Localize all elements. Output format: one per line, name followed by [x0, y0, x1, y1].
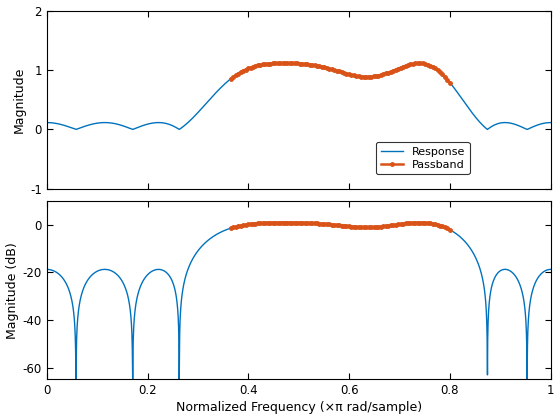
Response — [380, 224, 386, 229]
Response — [73, 127, 80, 132]
Passband — [416, 220, 422, 225]
X-axis label: Normalized Frequency (×π rad/sample): Normalized Frequency (×π rad/sample) — [176, 402, 422, 415]
Response — [380, 72, 386, 77]
Response — [416, 60, 422, 66]
Response — [534, 123, 541, 128]
Passband — [424, 220, 431, 226]
Passband — [446, 227, 453, 232]
Response — [534, 276, 541, 281]
Response — [516, 280, 522, 285]
Response — [516, 123, 522, 129]
Passband — [249, 65, 255, 70]
Passband — [227, 226, 234, 231]
Legend: Response, Passband: Response, Passband — [376, 142, 469, 174]
Passband — [377, 73, 384, 78]
Passband — [288, 220, 295, 225]
Passband — [416, 60, 422, 66]
Response — [44, 267, 50, 272]
Y-axis label: Magnitude (dB): Magnitude (dB) — [6, 242, 18, 339]
Passband — [288, 61, 295, 66]
Line: Passband: Passband — [229, 61, 451, 84]
Response — [489, 123, 496, 129]
Passband — [345, 224, 352, 229]
Response — [547, 120, 554, 125]
Response — [453, 89, 460, 94]
Passband — [249, 221, 255, 226]
Response — [44, 120, 50, 125]
Passband — [345, 72, 352, 77]
Passband — [424, 62, 431, 67]
Line: Response: Response — [47, 223, 550, 379]
Response — [489, 280, 496, 285]
Passband — [446, 80, 453, 85]
Response — [453, 231, 460, 236]
Y-axis label: Magnitude: Magnitude — [13, 66, 26, 133]
Passband — [377, 224, 384, 229]
Response — [416, 220, 422, 225]
Passband — [227, 76, 234, 81]
Line: Response: Response — [47, 63, 550, 129]
Response — [83, 123, 90, 128]
Response — [547, 267, 554, 272]
Passband — [306, 220, 313, 226]
Line: Passband: Passband — [229, 221, 451, 231]
Response — [73, 377, 80, 382]
Response — [83, 279, 90, 284]
Passband — [306, 62, 313, 67]
